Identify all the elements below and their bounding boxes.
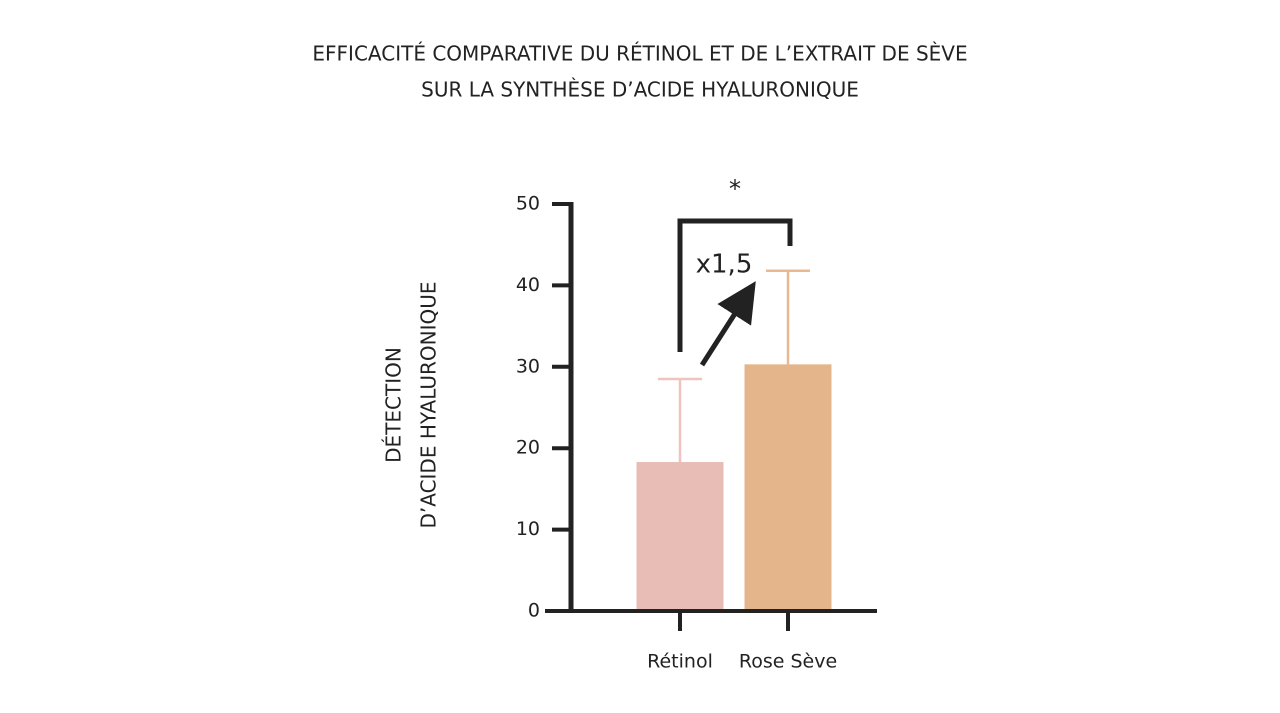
x-tick-label: Rose Sève — [739, 651, 837, 673]
y-tick-label: 40 — [516, 274, 540, 296]
arrow — [699, 281, 756, 367]
significance-bracket — [677, 218, 793, 352]
fold-change-label: x1,5 — [696, 250, 753, 280]
y-tick-label: 50 — [516, 193, 540, 215]
chart-title: EFFICACITÉ COMPARATIVE DU RÉTINOL ET DE … — [312, 42, 967, 66]
y-axis-label: DÉTECTION — [382, 347, 406, 463]
y-tick-label: 30 — [516, 355, 540, 377]
x-tick-label: Rétinol — [647, 651, 713, 673]
chart-title: SUR LA SYNTHÈSE D’ACIDE HYALURONIQUE — [421, 78, 859, 102]
bar — [744, 364, 832, 611]
bar — [636, 462, 724, 611]
significance-label: * — [729, 175, 741, 203]
y-axis-label: D’ACIDE HYALURONIQUE — [417, 281, 441, 528]
y-tick-label: 0 — [528, 600, 540, 622]
y-tick-label: 20 — [516, 437, 540, 459]
y-tick-label: 10 — [516, 518, 540, 540]
